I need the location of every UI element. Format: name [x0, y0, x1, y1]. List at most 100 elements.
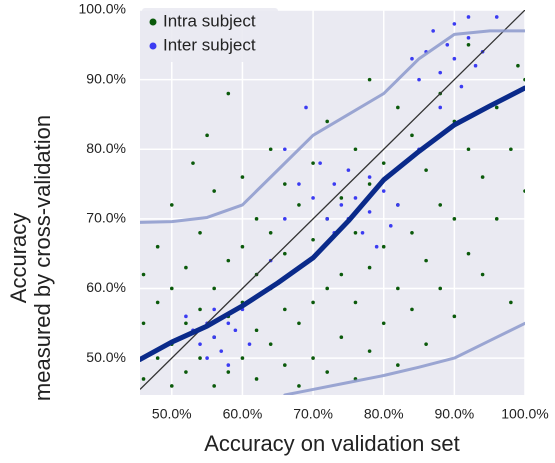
- scatter-point: [466, 15, 471, 19]
- scatter-point: [283, 217, 287, 221]
- scatter-point: [155, 356, 160, 360]
- scatter-point: [184, 370, 188, 374]
- legend-marker: [149, 42, 157, 50]
- scatter-point: [367, 265, 372, 270]
- scatter-point: [155, 300, 160, 305]
- scatter-point: [438, 286, 443, 291]
- scatter-point: [198, 307, 202, 312]
- scatter-point: [198, 356, 202, 360]
- scatter-point: [198, 230, 202, 235]
- scatter-point: [381, 244, 386, 249]
- scatter-point: [410, 56, 414, 61]
- x-tick-label: 80.0%: [364, 406, 404, 422]
- scatter-point: [311, 300, 315, 305]
- scatter-point: [311, 356, 315, 360]
- scatter-point: [325, 217, 330, 221]
- scatter-point: [396, 203, 400, 207]
- x-tick-label: 70.0%: [293, 406, 333, 422]
- scatter-point: [226, 370, 231, 374]
- scatter-point: [353, 230, 358, 235]
- scatter-point: [438, 203, 443, 207]
- scatter-point: [325, 286, 330, 291]
- scatter-point: [396, 286, 400, 291]
- scatter-point: [205, 133, 209, 138]
- scatter-point: [283, 147, 287, 152]
- scatter-point: [417, 77, 421, 82]
- scatter-point: [212, 335, 216, 340]
- plot-background: [140, 10, 525, 395]
- scatter-point: [268, 230, 273, 235]
- scatter-point: [141, 272, 146, 277]
- scatter-point: [184, 314, 188, 319]
- fit-line: [140, 85, 525, 362]
- scatter-point: [353, 300, 358, 305]
- scatter-point: [283, 307, 287, 312]
- scatter-point: [523, 189, 525, 193]
- y-tick-label: 60.0%: [86, 279, 126, 295]
- scatter-point: [297, 321, 301, 326]
- scatter-point: [353, 147, 358, 152]
- scatter-point: [452, 314, 457, 319]
- scatter-point: [339, 196, 344, 200]
- x-tick-label: 90.0%: [435, 406, 475, 422]
- plot-area: [140, 10, 525, 395]
- scatter-point: [325, 370, 330, 374]
- scatter-point: [297, 203, 301, 207]
- scatter-point: [509, 300, 513, 305]
- scatter-point: [254, 217, 259, 221]
- scatter-point: [240, 356, 245, 360]
- scatter-point: [311, 237, 315, 242]
- scatter-point: [311, 161, 315, 165]
- x-axis-title: Accuracy on validation set: [204, 431, 460, 456]
- scatter-point: [494, 15, 499, 19]
- y-tick-label: 90.0%: [86, 70, 126, 86]
- scatter-point: [219, 349, 224, 353]
- x-tick-label: 100.0%: [501, 406, 548, 422]
- scatter-point: [339, 335, 344, 340]
- scatter-point: [226, 91, 231, 96]
- scatter-point: [311, 196, 315, 200]
- scatter-point: [184, 265, 188, 270]
- scatter-point: [268, 342, 273, 346]
- scatter-point: [381, 161, 386, 165]
- scatter-point: [212, 307, 216, 312]
- scatter-point: [466, 43, 471, 47]
- scatter-point: [374, 244, 379, 249]
- scatter-point: [240, 175, 245, 179]
- scatter-point: [297, 384, 301, 388]
- scatter-point: [410, 133, 414, 138]
- scatter-point: [452, 22, 457, 26]
- scatter-point: [184, 321, 188, 326]
- scatter-point: [254, 328, 259, 333]
- scatter-point: [318, 161, 322, 165]
- legend: Intra subject Inter subject: [142, 8, 278, 62]
- scatter-point: [494, 105, 499, 110]
- scatter-point: [339, 203, 344, 207]
- scatter-point: [410, 230, 414, 235]
- scatter-point: [283, 182, 287, 186]
- confidence-band: [140, 29, 525, 224]
- scatter-point: [212, 286, 216, 291]
- scatter-point: [381, 321, 386, 326]
- scatter-point: [339, 272, 344, 277]
- scatter-point: [205, 356, 209, 360]
- y-tick-label: 50.0%: [86, 349, 126, 365]
- scatter-point: [212, 189, 216, 193]
- scatter-point: [480, 272, 485, 277]
- x-tick-label: 60.0%: [223, 406, 263, 422]
- scatter-point: [297, 182, 301, 186]
- scatter-point: [268, 147, 273, 152]
- scatter-point: [226, 321, 231, 326]
- scatter-point: [367, 349, 372, 353]
- scatter-point: [346, 168, 351, 172]
- scatter-point: [226, 363, 231, 367]
- scatter-point: [473, 63, 478, 68]
- scatter-point: [516, 63, 520, 68]
- scatter-point: [212, 384, 216, 388]
- scatter-point: [367, 182, 372, 186]
- scatter-point: [141, 377, 146, 381]
- scatter-point: [325, 119, 330, 124]
- scatter-point: [424, 258, 428, 263]
- scatter-point: [169, 384, 174, 388]
